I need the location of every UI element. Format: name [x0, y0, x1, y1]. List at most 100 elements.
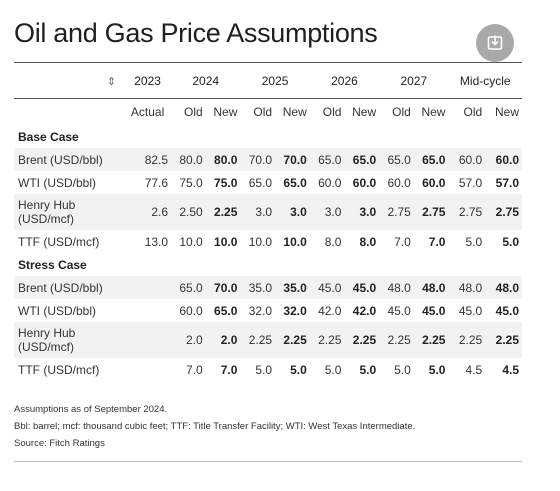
- table-cell: 35.0: [275, 276, 310, 299]
- table-cell: 75.0: [179, 175, 203, 190]
- table-cell: 2.25: [448, 322, 486, 358]
- table-cell: 65.0: [248, 175, 273, 190]
- table-cell: 2.6: [124, 194, 172, 230]
- table-cell: 2.25: [379, 322, 414, 358]
- section-header-row: Stress Case: [14, 253, 522, 276]
- table-cell: 5.0: [428, 362, 446, 377]
- row-label: TTF (USD/mcf): [18, 362, 100, 377]
- table-cell: 7.0: [220, 362, 238, 377]
- sort-icon[interactable]: ⇕: [106, 75, 117, 88]
- sub-header: Old: [322, 104, 342, 119]
- table-cell: 70.0: [275, 148, 310, 171]
- table-row: Brent (USD/bbl) 82.5 80.0 80.0 70.0 70.0 65.0 6…: [14, 148, 522, 171]
- table-cell: 65.0: [283, 175, 307, 190]
- sub-header: Old: [463, 104, 483, 119]
- table-cell: 2.75: [485, 194, 522, 230]
- table-cell: 42.0: [318, 303, 342, 318]
- section-header-row: Base Case: [14, 125, 522, 148]
- table-body: Base Case Brent (USD/bbl) 82.5 80.0 80.0 70.0…: [14, 125, 522, 381]
- table-cell: 8.0: [324, 234, 342, 249]
- table-cell: 7.0: [186, 362, 203, 377]
- sub-header: New: [421, 104, 446, 119]
- sub-header: Old: [184, 104, 203, 119]
- table-cell: 65.0: [309, 148, 345, 171]
- footnote-source: Source: Fitch Ratings: [14, 438, 105, 449]
- chart-title: Oil and Gas Price Assumptions: [14, 18, 378, 48]
- footnote-abbreviations: Bbl: barrel; mcf: thousand cubic feet; T…: [14, 421, 416, 432]
- table-cell: 65.0: [344, 148, 380, 171]
- table-cell: 2.0: [205, 322, 241, 358]
- row-label: Henry Hub (USD/mcf): [14, 194, 125, 230]
- table-top-rule: [14, 62, 522, 63]
- table-cell: 3.0: [275, 194, 310, 230]
- table-cell: 4.5: [502, 362, 519, 377]
- table-cell: 10.0: [248, 234, 273, 249]
- section-title: Base Case: [18, 129, 79, 144]
- table-cell: 4.5: [465, 362, 483, 377]
- table-cell: 60.0: [318, 175, 342, 190]
- table-cell: 65.0: [214, 303, 238, 318]
- table-cell: 3.0: [309, 194, 345, 230]
- table-cell: 10.0: [179, 234, 203, 249]
- table-cell: 13.0: [144, 234, 169, 249]
- table-row: TTF (USD/mcf) 13.0 10.0 10.0 10.0 10.0 8.0 8.0 7…: [14, 230, 522, 253]
- table-cell: 65.0: [379, 148, 414, 171]
- table-cell: 2.25: [309, 322, 345, 358]
- table-cell: 2.50: [171, 194, 206, 230]
- header-blank-cell: [14, 98, 124, 125]
- table-cell: 7.0: [394, 234, 411, 249]
- table-cell: 70.0: [240, 148, 276, 171]
- row-label: Brent (USD/bbl): [14, 276, 125, 299]
- table-cell: 3.0: [344, 194, 380, 230]
- export-button[interactable]: [476, 24, 514, 62]
- sub-header: Old: [392, 104, 411, 119]
- table-cell: 2.25: [240, 322, 276, 358]
- table-row: WTI (USD/bbl) 77.6 75.0 75.0 65.0 65.0 60.0 60.…: [14, 171, 522, 194]
- sub-header: New: [494, 104, 519, 119]
- table-row: Brent (USD/bbl) 65.0 70.0 35.0 35.0 45.0 45.0 4…: [14, 276, 522, 299]
- section-title: Stress Case: [18, 257, 87, 272]
- table-cell: 2.25: [413, 322, 449, 358]
- row-label: TTF (USD/mcf): [18, 234, 100, 249]
- table-cell: 32.0: [283, 303, 307, 318]
- table-row: Henry Hub (USD/mcf) 2.6 2.50 2.25 3.0 3.0 3.0 3.…: [14, 194, 522, 230]
- table-cell: 77.6: [144, 175, 169, 190]
- table-cell: 48.0: [448, 276, 486, 299]
- bottom-rule: [14, 461, 522, 462]
- table-cell: 8.0: [359, 234, 377, 249]
- table-cell: 57.0: [495, 175, 519, 190]
- table-cell: 5.0: [502, 234, 519, 249]
- table-cell: 48.0: [413, 276, 449, 299]
- table-cell: 2.25: [205, 194, 241, 230]
- footnotes: Assumptions as of September 2024. Bbl: b…: [14, 401, 415, 452]
- table-cell: 5.0: [394, 362, 411, 377]
- table-cell: 45.0: [422, 303, 446, 318]
- table-cell: 45.0: [309, 276, 345, 299]
- table-cell: 2.25: [344, 322, 380, 358]
- table-cell: 70.0: [205, 276, 241, 299]
- table-cell: 45.0: [495, 303, 519, 318]
- row-label: WTI (USD/bbl): [18, 303, 96, 318]
- table-row: WTI (USD/bbl) 60.0 65.0 32.0 32.0 42.0 42.0 45.…: [14, 299, 522, 322]
- table-cell: 57.0: [458, 175, 483, 190]
- price-table: ⇕ 2023 2024 2025 2026 2027 Mid-cycle Actual Old N…: [14, 64, 522, 381]
- table-cell: 48.0: [485, 276, 522, 299]
- table-cell: [124, 299, 171, 322]
- table-cell: 10.0: [214, 234, 238, 249]
- table-cell: 60.0: [179, 303, 203, 318]
- table-cell: 5.0: [465, 234, 483, 249]
- table-cell: 75.0: [214, 175, 238, 190]
- table-cell: 2.0: [171, 322, 206, 358]
- table-cell: 5.0: [324, 362, 342, 377]
- table-cell: 2.25: [485, 322, 522, 358]
- table-cell: [124, 276, 172, 299]
- year-header: 2025: [261, 73, 289, 88]
- row-label: WTI (USD/bbl): [18, 175, 96, 190]
- row-label: Henry Hub (USD/mcf): [14, 322, 125, 358]
- sub-header: Old: [253, 104, 273, 119]
- table-cell: 60.0: [352, 175, 377, 190]
- table-cell: 45.0: [458, 303, 483, 318]
- table-cell: 42.0: [352, 303, 377, 318]
- sub-header-row: Actual Old New Old New Old New Old New Old New: [14, 98, 522, 125]
- table-row: Henry Hub (USD/mcf) 2.0 2.0 2.25 2.25 2.25 2.25…: [14, 322, 522, 358]
